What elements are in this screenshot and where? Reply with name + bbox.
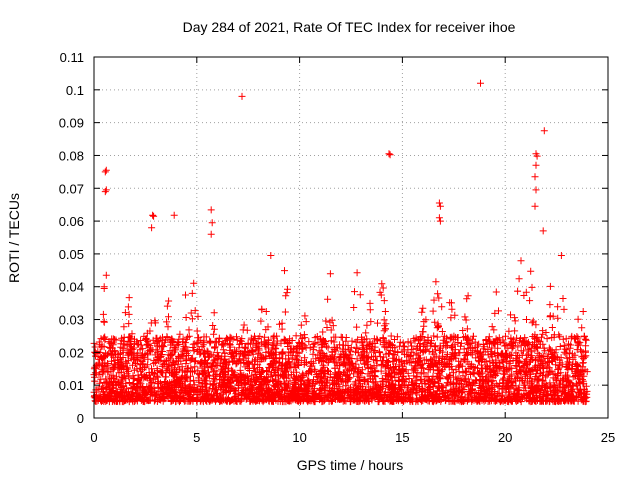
x-tick-label: 0: [90, 430, 97, 445]
x-tick-label: 25: [601, 430, 615, 445]
axis-ticks: [93, 56, 609, 419]
y-tick-label: 0.03: [59, 313, 84, 328]
y-tick-label: 0.07: [59, 181, 84, 196]
x-tick-label: 20: [498, 430, 512, 445]
y-tick-label: 0.11: [60, 50, 84, 65]
y-axis-label: ROTI / TECUs: [6, 193, 22, 283]
y-tick-label: 0.09: [59, 116, 84, 131]
y-tick-label: 0.08: [59, 148, 84, 163]
y-tick-labels: 0 0.01 0.02 0.03 0.04 0.05 0.06 0.07 0.08 0.09 0.1…: [59, 50, 84, 426]
y-tick-label: 0.01: [59, 378, 84, 393]
y-tick-label: 0.06: [59, 214, 84, 229]
y-tick-label: 0.02: [59, 345, 84, 360]
x-tick-label: 5: [193, 430, 200, 445]
data-points: [90, 79, 591, 406]
plot-frame: [93, 56, 609, 419]
y-tick-label: 0.05: [59, 247, 84, 262]
y-tick-label: 0.04: [59, 280, 84, 295]
y-tick-label: 0.1: [66, 83, 84, 98]
x-axis-label: GPS time / hours: [297, 457, 404, 473]
x-tick-label: 10: [292, 430, 306, 445]
x-tick-label: 15: [395, 430, 409, 445]
y-tick-label: 0: [77, 411, 84, 426]
x-tick-labels: 0 5 10 15 20 25: [90, 430, 615, 445]
roti-series-marks: [90, 79, 591, 406]
chart-title: Day 284 of 2021, Rate Of TEC Index for r…: [183, 19, 516, 35]
